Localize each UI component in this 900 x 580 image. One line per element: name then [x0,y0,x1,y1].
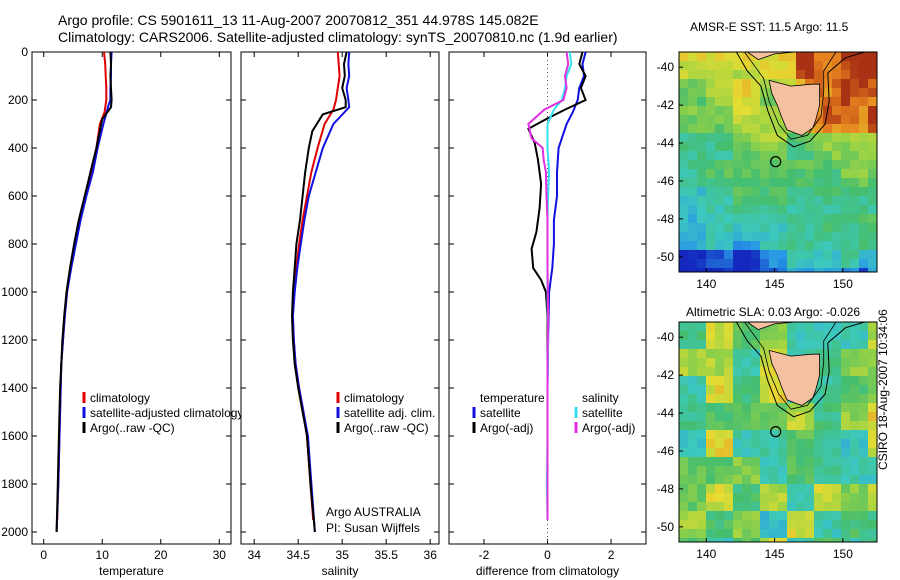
map-y-tick-label: -44 [657,406,675,420]
y-tick-label: 800 [8,237,28,251]
x-tick-label: 35.5 [375,548,399,562]
x-tick-label: 0 [40,548,47,562]
legend-item-label: Argo(..raw -QC) [90,421,175,435]
y-tick-label: 1000 [1,285,28,299]
map-y-tick-label: -42 [657,368,675,382]
x-tick-label: 0 [544,548,551,562]
x-tick-label: 34.5 [287,548,311,562]
sst-map-panel: 140 145 150 -40 -42 -44 -46 -48 -50 [657,51,878,291]
tasmania-land [768,349,820,406]
depth-contour [744,52,837,140]
legend-item-label: satellite adj. clim. [344,406,435,420]
legend-item-label: Argo(..raw -QC) [344,421,429,435]
sal-legend-item-label: Argo(-adj) [582,421,635,435]
mainland-land [746,52,877,61]
y-tick-label: 1400 [1,381,28,395]
map-y-tick-label: -48 [657,212,675,226]
tasmania-land [768,79,820,136]
profile-panel-1: 0 10 20 30 0 200 400 600 800 1000 1200 1400 1600 1800… [1,45,243,578]
x-tick-label: 36 [424,548,438,562]
y-tick-label: 2000 [1,525,28,539]
depth-contour [735,322,865,418]
color-field [679,52,877,272]
depth-contour [735,52,865,148]
plot-frame [240,51,440,545]
y-tick-label: 0 [21,45,28,59]
y-tick-label: 1600 [1,429,28,443]
x-tick-label: 2 [608,548,615,562]
x-axis-label: temperature [99,564,164,578]
plot-frame [31,51,232,545]
argo-float-marker [770,426,782,438]
series-line-salinity-argo-adj- [527,51,570,520]
map-y-tick-label: -50 [657,520,675,534]
y-tick-label: 400 [8,141,28,155]
y-tick-label: 200 [8,93,28,107]
legend-item-label: climatology [344,391,404,405]
sst-map-title: AMSR-E SST: 11.5 Argo: 11.5 [690,20,849,34]
sla-map-title: Altimetric SLA: 0.03 Argo: -0.026 [686,305,861,319]
y-tick-label: 1800 [1,477,28,491]
temp-legend-item-label: satellite [480,406,521,420]
pi-name-label: PI: Susan Wijffels [326,521,420,535]
argo-program-label: Argo AUSTRALIA [326,505,421,519]
map-frame [678,51,878,273]
x-tick-label: 30 [213,548,227,562]
x-tick-label: 10 [96,548,110,562]
y-tick-label: 600 [8,189,28,203]
sal-legend-item-label: satellite [582,406,623,420]
series-line-argo-raw-qc- [55,51,113,533]
map-y-tick-label: -40 [657,330,675,344]
profile-panel-3: -2 0 2 difference from climatology temperatu… [448,51,647,578]
profile-panel-2: 34 34.5 35 35.5 36 salinity climatologysatelli… [240,51,440,578]
legend-item-label: climatology [90,391,150,405]
map-y-tick-label: -42 [657,98,675,112]
x-axis-label: difference from climatology [476,564,619,578]
map-frame [678,321,878,543]
sla-map-panel: 140 145 150 -40 -42 -44 -46 -48 -50 [657,321,878,561]
map-x-tick-label: 150 [833,277,853,291]
mainland-land [746,322,877,331]
y-tick-label: 1200 [1,333,28,347]
x-tick-label: -2 [479,548,490,562]
x-tick-label: 34 [248,548,262,562]
depth-contour [744,322,837,410]
map-x-tick-label: 145 [765,547,785,561]
temp-legend-item-label: temperature [480,391,545,405]
map-x-tick-label: 150 [833,547,853,561]
color-field [679,322,877,542]
map-y-tick-label: -40 [657,60,675,74]
map-y-tick-label: -46 [657,444,675,458]
figure-title-line1: Argo profile: CS 5901611_13 11-Aug-2007 … [58,12,539,28]
map-y-tick-label: -44 [657,136,675,150]
argo-float-marker [770,156,782,168]
map-x-tick-label: 145 [765,277,785,291]
x-axis-label: salinity [322,564,359,578]
sal-legend-item-label: salinity [582,391,619,405]
map-y-tick-label: -46 [657,174,675,188]
temp-legend-item-label: Argo(-adj) [480,421,533,435]
x-tick-label: 20 [154,548,168,562]
x-tick-label: 35 [336,548,350,562]
legend-item-label: satellite-adjusted climatology [90,406,243,420]
map-y-tick-label: -50 [657,250,675,264]
series-line-argo-raw-qc- [290,51,348,533]
map-x-tick-label: 140 [696,277,716,291]
map-x-tick-label: 140 [696,547,716,561]
map-y-tick-label: -48 [657,482,675,496]
figure-title-line2: Climatology: CARS2006. Satellite-adjuste… [58,29,618,45]
